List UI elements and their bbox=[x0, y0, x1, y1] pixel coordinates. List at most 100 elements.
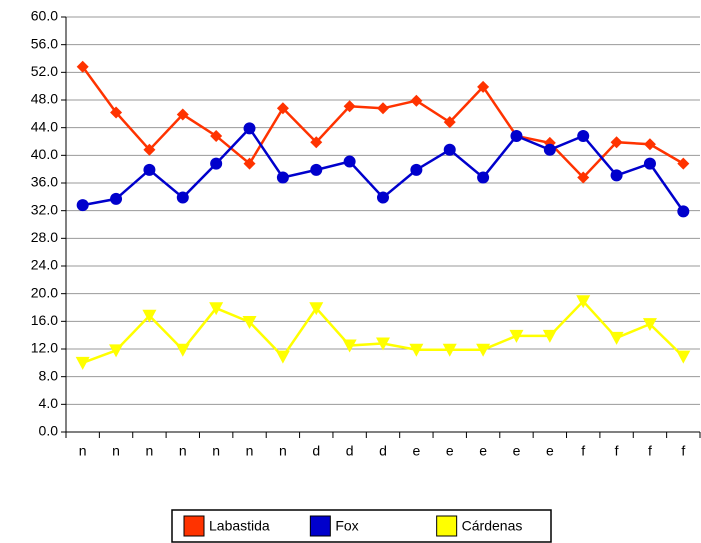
y-tick-label: 44.0 bbox=[31, 118, 58, 134]
y-tick-label: 20.0 bbox=[31, 284, 58, 300]
marker bbox=[143, 143, 156, 156]
x-tick-label: f bbox=[581, 443, 585, 459]
marker bbox=[310, 163, 323, 176]
marker bbox=[609, 331, 624, 345]
x-tick-label: f bbox=[648, 443, 652, 459]
y-tick-label: 60.0 bbox=[31, 8, 58, 24]
marker bbox=[110, 192, 123, 205]
y-tick-label: 48.0 bbox=[31, 91, 58, 107]
y-tick-label: 4.0 bbox=[39, 395, 59, 411]
marker bbox=[476, 343, 491, 357]
marker bbox=[510, 129, 523, 142]
y-tick-label: 40.0 bbox=[31, 146, 58, 162]
marker bbox=[442, 343, 457, 357]
legend-label: Cárdenas bbox=[462, 518, 523, 534]
marker bbox=[443, 116, 456, 129]
marker bbox=[676, 350, 691, 364]
y-tick-label: 0.0 bbox=[39, 423, 59, 439]
marker bbox=[210, 129, 223, 142]
marker bbox=[576, 295, 591, 309]
legend-label: Labastida bbox=[209, 518, 270, 534]
x-tick-label: f bbox=[615, 443, 619, 459]
marker bbox=[376, 337, 390, 351]
x-tick-label: e bbox=[479, 443, 487, 459]
marker bbox=[577, 129, 590, 142]
marker bbox=[76, 60, 89, 73]
x-tick-label: f bbox=[681, 443, 685, 459]
legend-label: Fox bbox=[335, 518, 358, 534]
marker bbox=[477, 80, 490, 93]
marker bbox=[642, 318, 657, 332]
y-tick-label: 16.0 bbox=[31, 312, 58, 328]
marker bbox=[176, 108, 189, 121]
marker bbox=[643, 138, 656, 151]
marker bbox=[309, 302, 324, 316]
legend-swatch bbox=[436, 515, 458, 537]
marker bbox=[276, 102, 289, 115]
x-tick-label: d bbox=[379, 443, 387, 459]
marker bbox=[577, 171, 590, 184]
x-tick-label: n bbox=[279, 443, 287, 459]
y-tick-label: 32.0 bbox=[31, 201, 58, 217]
y-tick-label: 24.0 bbox=[31, 257, 58, 273]
marker bbox=[342, 339, 357, 353]
marker bbox=[410, 163, 423, 176]
marker bbox=[276, 171, 289, 184]
x-tick-label: n bbox=[79, 443, 87, 459]
y-tick-label: 36.0 bbox=[31, 174, 58, 190]
marker bbox=[543, 143, 556, 156]
x-tick-label: e bbox=[513, 443, 521, 459]
y-tick-label: 52.0 bbox=[31, 63, 58, 79]
x-tick-label: n bbox=[146, 443, 154, 459]
marker bbox=[242, 316, 257, 330]
legend-swatch bbox=[183, 515, 205, 537]
legend-swatch bbox=[309, 515, 331, 537]
marker bbox=[610, 169, 623, 182]
marker bbox=[377, 191, 389, 204]
y-tick-label: 12.0 bbox=[31, 340, 58, 356]
x-tick-label: e bbox=[446, 443, 454, 459]
marker bbox=[509, 329, 524, 343]
x-tick-label: d bbox=[312, 443, 320, 459]
x-tick-label: e bbox=[412, 443, 420, 459]
legend-box bbox=[171, 509, 552, 543]
marker bbox=[275, 350, 290, 364]
x-tick-label: n bbox=[212, 443, 220, 459]
x-tick-label: e bbox=[546, 443, 554, 459]
marker bbox=[243, 157, 256, 170]
x-tick-label: n bbox=[112, 443, 120, 459]
marker bbox=[542, 329, 557, 343]
marker bbox=[410, 94, 423, 107]
marker bbox=[76, 199, 89, 212]
marker bbox=[110, 106, 123, 119]
marker bbox=[343, 155, 356, 168]
marker bbox=[210, 157, 223, 170]
marker bbox=[175, 343, 190, 357]
marker bbox=[377, 102, 389, 115]
marker bbox=[109, 344, 124, 358]
marker bbox=[243, 122, 256, 135]
marker bbox=[75, 356, 90, 370]
marker bbox=[209, 302, 224, 316]
marker bbox=[143, 163, 156, 176]
marker bbox=[443, 143, 456, 156]
marker bbox=[343, 100, 356, 113]
x-tick-label: d bbox=[346, 443, 354, 459]
y-tick-label: 56.0 bbox=[31, 35, 58, 51]
marker bbox=[142, 309, 157, 323]
marker bbox=[477, 171, 490, 184]
marker bbox=[677, 205, 690, 218]
marker bbox=[677, 157, 690, 170]
series-line bbox=[82, 299, 685, 365]
y-tick-label: 28.0 bbox=[31, 229, 58, 245]
x-tick-label: n bbox=[179, 443, 187, 459]
marker bbox=[310, 136, 323, 149]
series-line bbox=[81, 66, 684, 180]
marker bbox=[409, 343, 424, 357]
marker bbox=[643, 157, 656, 170]
marker bbox=[610, 136, 623, 149]
marker bbox=[176, 191, 189, 204]
x-tick-label: n bbox=[246, 443, 254, 459]
y-tick-label: 8.0 bbox=[39, 367, 59, 383]
